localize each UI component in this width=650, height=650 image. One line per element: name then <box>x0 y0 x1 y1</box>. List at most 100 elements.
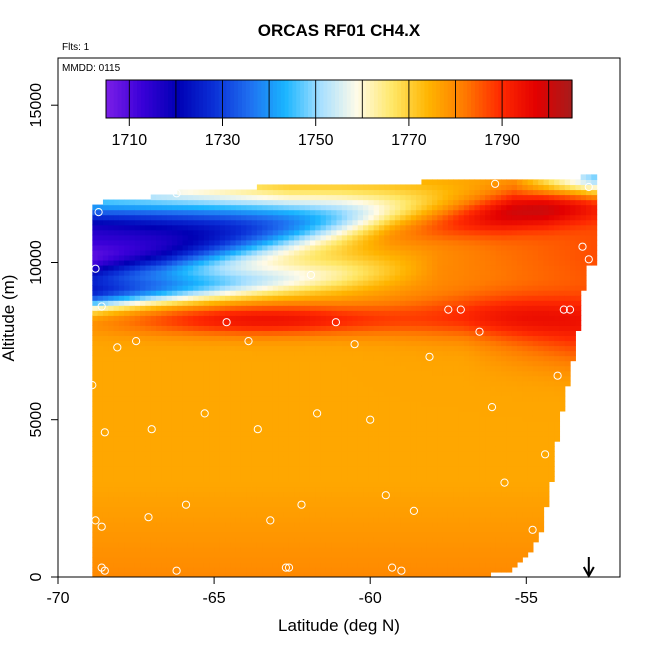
heatmap-cell <box>389 350 396 357</box>
heatmap-cell <box>156 229 162 236</box>
heatmap-cell <box>320 275 327 281</box>
heatmap-cell <box>394 310 401 316</box>
heatmap-cell <box>235 320 242 326</box>
heatmap-cell <box>161 350 168 357</box>
heatmap-cell <box>97 486 104 493</box>
heatmap-cell <box>426 436 433 442</box>
heatmap-cell <box>278 355 285 362</box>
heatmap-cell <box>278 280 285 286</box>
heatmap-cell <box>394 511 401 518</box>
heatmap-cell <box>102 471 109 477</box>
heatmap-cell <box>336 436 343 442</box>
heatmap-cell <box>145 521 152 528</box>
heatmap-cell <box>378 214 385 221</box>
heatmap-cell <box>336 501 343 508</box>
heatmap-cell <box>187 415 194 422</box>
heatmap-cell <box>357 335 364 342</box>
heatmap-cell <box>347 244 354 251</box>
heatmap-cell <box>394 350 401 357</box>
heatmap-cell <box>118 501 125 508</box>
heatmap-cell <box>304 446 311 452</box>
heatmap-cell <box>108 546 115 553</box>
heatmap-cell <box>394 199 401 206</box>
heatmap-cell <box>288 259 295 266</box>
heatmap-cell <box>304 451 311 457</box>
heatmap-cell <box>272 556 279 563</box>
heatmap-cell <box>331 556 338 563</box>
heatmap-cell <box>389 234 396 241</box>
heatmap-cell <box>320 259 327 266</box>
heatmap-cell <box>124 239 131 246</box>
heatmap-cell <box>108 300 115 306</box>
heatmap-cell <box>187 426 194 432</box>
heatmap-cell <box>432 345 438 352</box>
heatmap-cell <box>198 204 205 211</box>
heatmap-cell <box>198 511 205 518</box>
heatmap-cell <box>336 471 343 477</box>
heatmap-cell <box>309 476 316 482</box>
heatmap-cell <box>294 310 300 316</box>
heatmap-cell <box>272 466 279 472</box>
heatmap-cell <box>219 380 226 387</box>
heatmap-cell <box>389 431 396 437</box>
heatmap-cell <box>209 461 216 467</box>
heatmap-cell <box>432 531 438 538</box>
heatmap-cell <box>304 476 311 482</box>
heatmap-cell <box>416 481 423 488</box>
heatmap-cell <box>357 259 364 266</box>
heatmap-cell <box>187 516 194 523</box>
heatmap-cell <box>426 426 433 432</box>
heatmap-cell <box>203 264 210 271</box>
heatmap-cell <box>177 405 184 412</box>
heatmap-cell <box>113 360 120 367</box>
heatmap-cell <box>294 234 300 241</box>
heatmap-cell <box>156 330 162 337</box>
heatmap-cell <box>193 380 200 387</box>
heatmap-cell <box>97 420 104 427</box>
heatmap-cell <box>410 446 417 452</box>
heatmap-cell <box>378 310 385 316</box>
heatmap-cell <box>171 436 178 442</box>
heatmap-cell <box>394 556 401 563</box>
heatmap-cell <box>235 451 242 457</box>
heatmap-cell <box>156 456 162 462</box>
heatmap-cell <box>272 395 279 402</box>
heatmap-cell <box>92 234 99 241</box>
heatmap-cell <box>166 496 173 503</box>
heatmap-cell <box>203 224 210 231</box>
heatmap-cell <box>214 325 221 331</box>
heatmap-cell <box>400 370 407 377</box>
heatmap-cell <box>108 204 115 211</box>
heatmap-cell <box>378 431 385 437</box>
heatmap-cell <box>267 566 274 573</box>
heatmap-cell <box>347 521 354 528</box>
heatmap-cell <box>113 390 120 397</box>
heatmap-cell <box>426 184 433 191</box>
heatmap-cell <box>283 204 290 211</box>
heatmap-cell <box>394 300 401 306</box>
heatmap-cell <box>124 355 131 362</box>
heatmap-cell <box>92 239 99 246</box>
heatmap-cell <box>256 491 263 498</box>
heatmap-cell <box>272 486 279 493</box>
heatmap-cell <box>129 370 136 377</box>
heatmap-cell <box>140 244 147 251</box>
heatmap-cell <box>410 209 417 216</box>
heatmap-cell <box>92 451 99 457</box>
heatmap-cell <box>363 214 369 221</box>
heatmap-cell <box>187 305 194 311</box>
heatmap-cell <box>368 345 375 352</box>
heatmap-cell <box>113 380 120 387</box>
heatmap-cell <box>256 295 263 301</box>
heatmap-cell <box>421 320 428 326</box>
heatmap-cell <box>400 285 407 291</box>
heatmap-cell <box>113 234 120 241</box>
heatmap-cell <box>92 385 99 392</box>
heatmap-cell <box>113 551 120 558</box>
heatmap-cell <box>331 481 338 488</box>
heatmap-cell <box>161 431 168 437</box>
heatmap-cell <box>177 446 184 452</box>
heatmap-cell <box>240 451 247 457</box>
heatmap-cell <box>92 204 99 211</box>
heatmap-cell <box>410 516 417 523</box>
